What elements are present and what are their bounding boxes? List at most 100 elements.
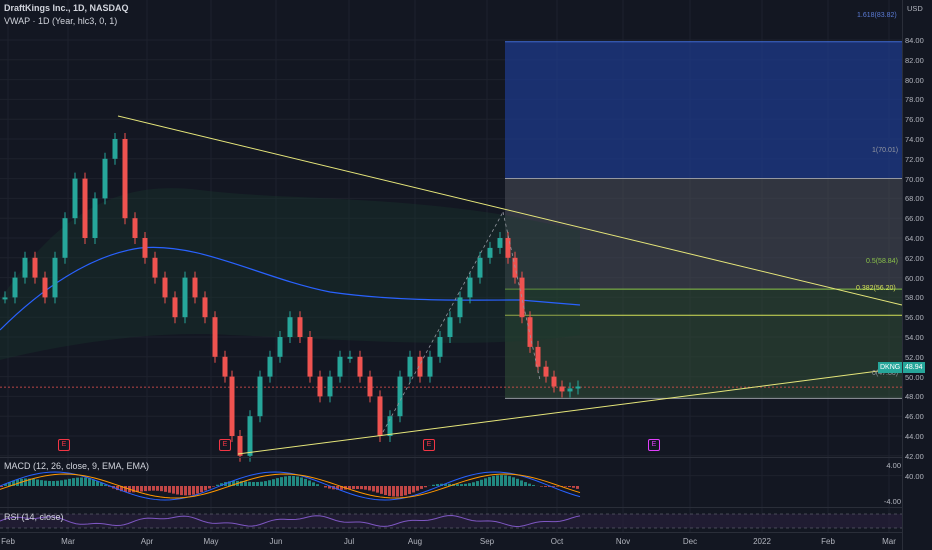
macd-histogram-bar	[228, 481, 231, 486]
candle-body	[567, 388, 573, 392]
macd-histogram-bar	[192, 486, 195, 495]
price-tick: 66.00	[905, 214, 924, 224]
macd-histogram-bar	[388, 486, 391, 496]
macd-histogram-bar	[528, 483, 531, 486]
candle-body	[437, 337, 443, 357]
macd-histogram-bar	[240, 481, 243, 486]
macd-histogram-bar	[324, 486, 327, 488]
candle-body	[162, 277, 168, 298]
price-axis[interactable]	[902, 0, 932, 550]
price-tick: 52.00	[905, 352, 924, 362]
vwap-band	[0, 188, 580, 360]
candle-body	[575, 386, 581, 389]
macd-histogram-bar	[160, 486, 163, 492]
candle-body	[52, 257, 58, 298]
time-tick: Mar	[61, 537, 75, 546]
macd-histogram-bar	[88, 478, 91, 486]
time-tick: Sep	[479, 537, 495, 546]
rsi-band	[0, 514, 902, 528]
price-tick: 82.00	[905, 55, 924, 65]
macd-histogram-bar	[144, 486, 147, 492]
earnings-marker[interactable]: E	[58, 439, 70, 451]
macd-histogram-bar	[136, 486, 139, 493]
time-tick: Mar	[882, 537, 896, 546]
macd-histogram-bar	[396, 486, 399, 497]
pane-separator-macd[interactable]	[0, 457, 902, 458]
pane-separator-rsi[interactable]	[0, 507, 902, 508]
macd-histogram-bar	[544, 486, 547, 487]
macd-histogram-bar	[460, 484, 463, 486]
candle-body	[22, 257, 28, 278]
macd-histogram-bar	[284, 476, 287, 486]
candle-body	[72, 178, 78, 219]
macd-tick-top: 4.00	[886, 461, 901, 470]
price-tick: 72.00	[905, 154, 924, 164]
candle-body	[551, 376, 557, 387]
symbol-title[interactable]: DraftKings Inc., 1D, NASDAQ	[4, 3, 129, 13]
candle-body	[102, 158, 108, 199]
macd-tick-bottom: -4.00	[883, 497, 901, 506]
macd-histogram-bar	[568, 486, 571, 488]
candle-body	[42, 277, 48, 298]
macd-histogram-bar	[472, 482, 475, 486]
macd-histogram-bar	[36, 479, 39, 486]
candle-body	[535, 346, 541, 367]
macd-histogram-bar	[552, 486, 555, 487]
earnings-marker-upcoming[interactable]: E	[648, 439, 660, 451]
macd-histogram-bar	[268, 480, 271, 486]
macd-histogram-bar	[400, 486, 403, 497]
symbol-tag: DKNG	[878, 362, 903, 373]
earnings-marker[interactable]: E	[423, 439, 435, 451]
macd-histogram-bar	[288, 475, 291, 486]
price-tick: 42.00	[905, 451, 924, 461]
macd-histogram-bar	[56, 480, 59, 486]
macd-histogram-bar	[376, 486, 379, 493]
price-tick: 78.00	[905, 95, 924, 105]
vwap-indicator-label[interactable]: VWAP · 1D (Year, hlc3, 0, 1)	[4, 16, 118, 26]
macd-histogram-bar	[448, 483, 451, 486]
rsi-title[interactable]: RSI (14, close)	[4, 512, 64, 522]
macd-histogram-bar	[484, 478, 487, 486]
macd-histogram-bar	[348, 486, 351, 490]
vwap-line	[0, 246, 581, 331]
candle-body	[357, 356, 363, 377]
candle-body	[142, 238, 148, 258]
candle-body	[559, 386, 565, 392]
macd-histogram-bar	[540, 486, 543, 487]
macd-histogram-bar	[68, 478, 71, 486]
price-tick: 80.00	[905, 75, 924, 85]
price-tick: 62.00	[905, 253, 924, 263]
macd-histogram-bar	[444, 483, 447, 486]
macd-histogram-bar	[572, 486, 575, 488]
macd-histogram-bar	[368, 486, 371, 491]
fib-zone-upper	[505, 178, 902, 290]
earnings-marker[interactable]: E	[219, 439, 231, 451]
macd-histogram-bar	[4, 484, 7, 486]
macd-histogram-bar	[124, 486, 127, 493]
macd-histogram-bar	[196, 486, 199, 494]
macd-histogram-bar	[116, 486, 119, 491]
candle-body	[337, 356, 343, 377]
price-tick: 84.00	[905, 36, 924, 45]
price-tick: 58.00	[905, 293, 924, 303]
macd-histogram-bar	[412, 486, 415, 493]
macd-histogram-bar	[216, 484, 219, 486]
macd-histogram-bar	[248, 481, 251, 486]
candle-body	[212, 317, 218, 357]
price-tick: 56.00	[905, 313, 924, 323]
macd-title[interactable]: MACD (12, 26, close, 9, EMA, EMA)	[4, 461, 150, 471]
fib-zone-extension	[505, 41, 902, 179]
macd-histogram-bar	[260, 481, 263, 486]
macd-histogram-bar	[164, 486, 167, 492]
macd-histogram-bar	[392, 486, 395, 497]
macd-histogram-bar	[308, 480, 311, 486]
candle-body	[237, 436, 243, 456]
candle-body	[172, 297, 178, 318]
candle-body	[277, 337, 283, 357]
macd-histogram-bar	[148, 486, 151, 491]
currency-label: USD	[907, 4, 923, 13]
price-tick: 46.00	[905, 412, 924, 422]
candle-body	[182, 277, 188, 318]
macd-histogram-bar	[120, 486, 123, 492]
